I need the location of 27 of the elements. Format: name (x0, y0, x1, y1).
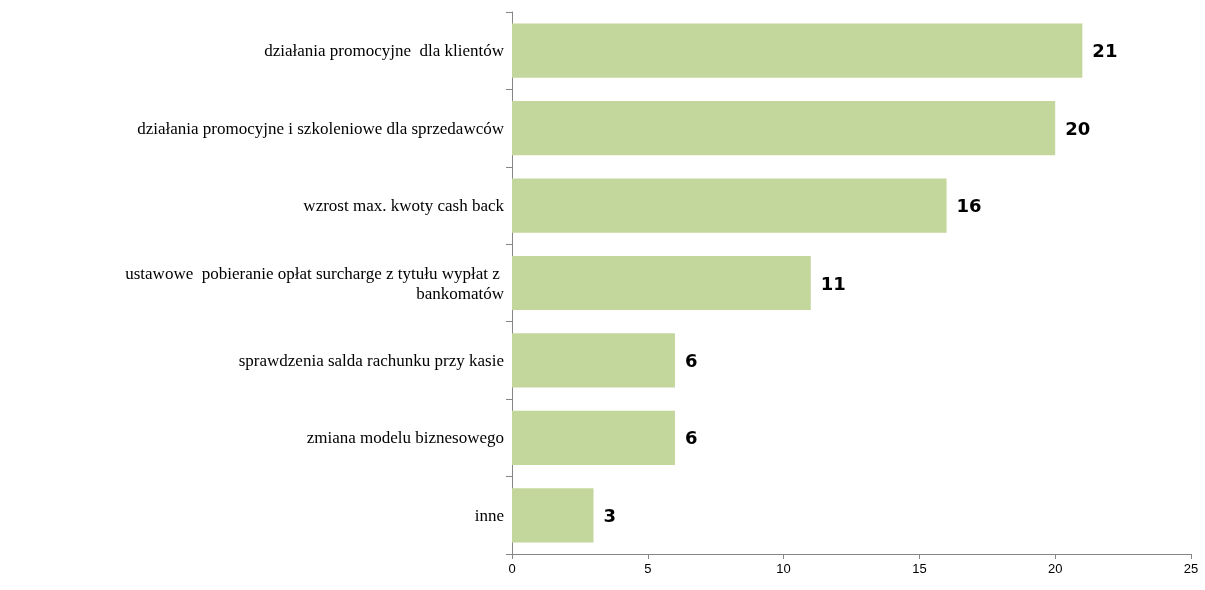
x-tick-label: 15 (912, 561, 927, 576)
data-label: 3 (603, 504, 617, 526)
y-tick-label: działania promocyjne dla klientów (264, 41, 505, 61)
x-tick-label: 10 (776, 561, 791, 576)
bar (512, 23, 1083, 78)
data-label: 11 (820, 272, 846, 294)
x-tick-label: 25 (1183, 561, 1199, 576)
bar (512, 255, 811, 311)
bar (512, 333, 675, 388)
bar (512, 410, 675, 465)
bar (512, 178, 947, 233)
data-label: 6 (684, 349, 698, 371)
x-tick-label: 20 (1047, 561, 1063, 576)
bar (512, 488, 594, 543)
y-tick-label: sprawdzenia salda rachunku przy kasie (238, 350, 504, 370)
y-tick-label: zmiana modelu biznesowego (306, 428, 504, 448)
data-label: 16 (956, 195, 982, 217)
y-tick-label: działania promocyjne i szkoleniowe dla sprzedawców (137, 118, 505, 138)
y-tick-label: wzrost max. kwoty cash back (303, 196, 505, 216)
bar (512, 101, 1056, 156)
x-tick-label: 0 (508, 561, 516, 576)
y-tick-label: ustawowe pobieranie opłat surcharge z tytułu wypłat z bankomatów (125, 263, 505, 303)
data-label: 6 (684, 427, 698, 449)
data-label: 21 (1092, 40, 1118, 62)
data-label: 20 (1065, 117, 1091, 139)
x-tick-label: 5 (644, 561, 652, 576)
y-tick-label: inne (474, 505, 504, 525)
